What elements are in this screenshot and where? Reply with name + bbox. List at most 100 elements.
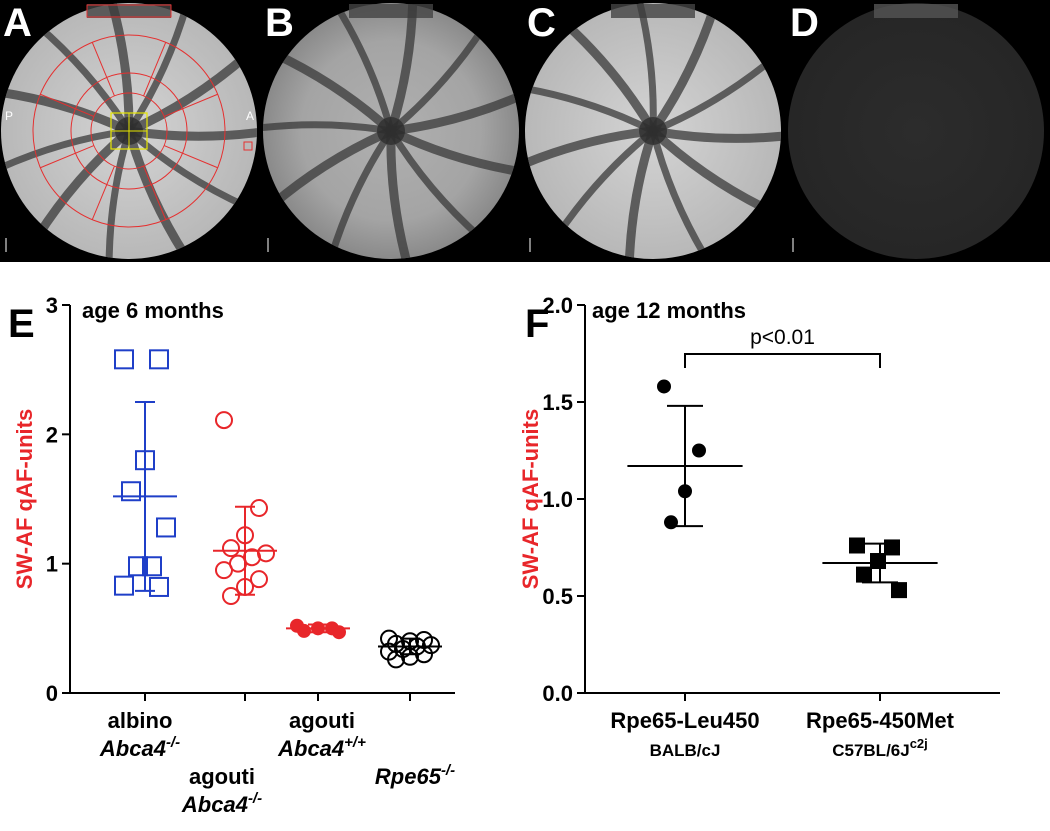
vessel (128, 126, 257, 141)
y-tick-label: 0 (46, 681, 58, 706)
vessel (388, 24, 488, 134)
x-category-strain: C57BL/6Jc2j (832, 736, 928, 760)
optic-disc (377, 117, 405, 145)
x-category-gene: Abca4-/- (99, 734, 180, 761)
significance-label: p<0.01 (750, 326, 815, 349)
data-point (222, 587, 240, 605)
data-point (215, 411, 233, 430)
y-tick-label: 1.5 (542, 390, 573, 415)
vessel (389, 126, 519, 177)
y-tick-label: 1 (46, 552, 58, 577)
vessel (649, 4, 720, 134)
data-point (387, 650, 405, 669)
group (286, 618, 350, 640)
fundus-image: C (525, 0, 781, 259)
data-point (678, 484, 692, 499)
roi-divider (163, 145, 218, 169)
reflex-bar (349, 4, 433, 18)
vessels (263, 3, 519, 259)
data-point (856, 566, 872, 583)
data-point (149, 349, 169, 370)
panel-label: C (527, 1, 556, 45)
reflex-bar (87, 4, 171, 18)
image-panels: P A A B C D (1, 0, 1044, 259)
fundus-image: D (788, 0, 1044, 259)
genotype: -/- (166, 734, 180, 751)
reference-box (86, 4, 172, 18)
fundus-image: B (263, 0, 519, 259)
roi-divider (143, 42, 167, 97)
y-tick-label: 2.0 (542, 293, 573, 318)
data-point (250, 499, 268, 518)
roi-divider (143, 165, 167, 220)
vessel (388, 129, 484, 241)
vessel (272, 49, 395, 135)
vessel (126, 128, 249, 210)
vessel (1, 127, 130, 174)
panel-label: F (525, 302, 549, 346)
roi-ring (32, 34, 226, 228)
vessel (269, 126, 393, 209)
x-category-gene: Rpe65-/- (375, 762, 455, 789)
data-point (156, 517, 176, 538)
y-tick-label: 2 (46, 422, 58, 447)
group (822, 537, 938, 599)
panel-label: E (8, 302, 35, 346)
data-point (891, 582, 907, 599)
vessel (555, 128, 656, 237)
vessel (126, 3, 191, 133)
y-axis-label: SW-AF qAF-units (12, 409, 37, 589)
data-point (222, 539, 240, 558)
data-point (114, 349, 134, 370)
gene-name: Abca4 (181, 792, 248, 817)
x-category-label: Rpe65-Leu450 (610, 708, 759, 733)
data-point (884, 539, 900, 556)
vessel (331, 3, 395, 132)
gene-name: Rpe65 (375, 764, 442, 789)
side-label: P (5, 109, 13, 123)
vessels (525, 3, 781, 259)
data-point (849, 537, 865, 554)
gene-name: Abca4 (277, 736, 344, 761)
data-point (128, 556, 148, 577)
calib-mark (243, 141, 253, 151)
vessel (525, 84, 655, 135)
genotype: -/- (441, 762, 455, 779)
roi-divider (91, 165, 115, 220)
data-point (215, 561, 233, 580)
vessel (386, 3, 418, 133)
roi-overlay (32, 4, 253, 228)
chart-title: age 12 months (592, 298, 746, 323)
vessel (649, 130, 711, 259)
y-tick-label: 3 (46, 293, 58, 318)
data-point (692, 443, 706, 458)
group (213, 411, 277, 605)
roi-divider (91, 42, 115, 97)
roi-ring (90, 92, 168, 170)
strain: BALB/cJ (650, 741, 721, 760)
roi-divider (40, 93, 95, 117)
data-point (250, 570, 268, 589)
y-tick-label: 0.5 (542, 584, 573, 609)
data-point (297, 623, 311, 638)
side-label: A (246, 109, 254, 123)
x-category-label: albino (108, 708, 173, 733)
y-tick-label: 1.0 (542, 487, 573, 512)
data-point (311, 621, 325, 636)
vessel (105, 129, 133, 259)
data-point (401, 647, 419, 666)
vessel (633, 3, 657, 132)
reflex-bar (874, 4, 958, 18)
panel-label: B (265, 1, 294, 45)
vessel (263, 121, 392, 135)
vessel (561, 19, 657, 134)
vessel (127, 51, 250, 136)
data-point (415, 645, 433, 664)
roi-ring (70, 72, 188, 190)
significance-bracket (684, 353, 881, 368)
vessel (649, 127, 771, 215)
x-category-label: Rpe65-450Met (806, 708, 955, 733)
